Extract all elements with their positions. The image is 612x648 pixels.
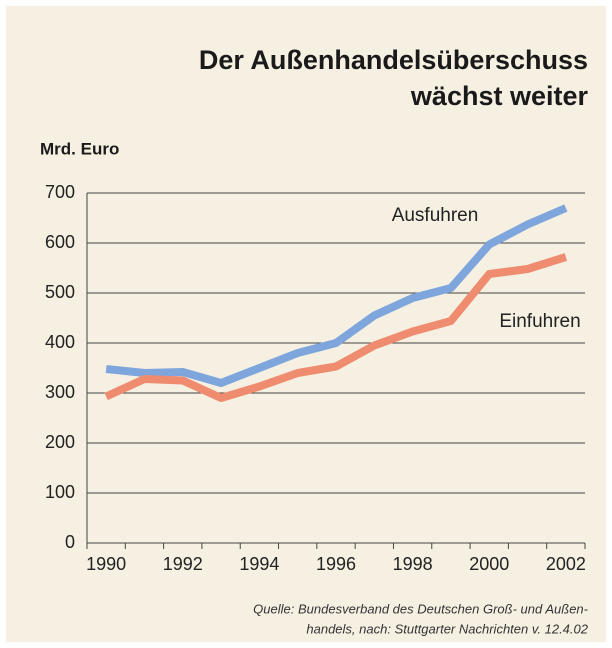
y-tick-label: 600	[45, 232, 75, 252]
x-tick-label: 1996	[316, 554, 356, 574]
series-label: Einfuhren	[499, 311, 580, 332]
y-axis-label: Mrd. Euro	[40, 139, 119, 158]
series-line	[104, 253, 568, 402]
chart-title: Der Außenhandelsüberschuss	[199, 45, 588, 75]
y-tick-label: 500	[45, 282, 75, 302]
x-tick-label: 1998	[393, 554, 433, 574]
y-tick-label: 100	[45, 482, 75, 502]
chart-title: wächst weiter	[410, 81, 589, 111]
x-tick-label: 1994	[239, 554, 279, 574]
source: handels, nach: Stuttgarter Nachrichten v…	[306, 621, 588, 636]
y-tick-label: 400	[45, 332, 75, 352]
y-tick-label: 700	[45, 182, 75, 202]
x-tick-label: 2000	[469, 554, 509, 574]
y-tick-label: 0	[65, 532, 75, 552]
source: Quelle: Bundesverband des Deutschen Groß…	[253, 601, 588, 616]
x-tick-label: 2002	[546, 554, 586, 574]
x-tick-label: 1990	[86, 554, 126, 574]
y-tick-label: 300	[45, 382, 75, 402]
background	[6, 6, 606, 642]
x-tick-label: 1992	[163, 554, 203, 574]
series-label: Ausfuhren	[392, 205, 479, 226]
y-tick-label: 200	[45, 432, 75, 452]
series-line	[105, 204, 568, 387]
